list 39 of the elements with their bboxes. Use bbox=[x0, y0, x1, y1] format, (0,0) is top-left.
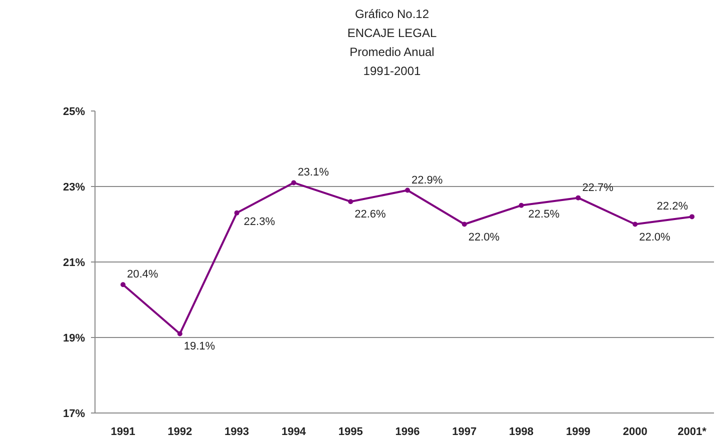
y-tick-label: 25% bbox=[62, 106, 86, 118]
y-tick-label: 21% bbox=[62, 257, 86, 269]
point bbox=[348, 199, 354, 204]
x-tick-label: 2000 bbox=[622, 426, 648, 438]
point bbox=[177, 331, 182, 336]
x-tick-label: 2001* bbox=[678, 426, 708, 438]
point bbox=[120, 282, 126, 288]
point bbox=[632, 222, 638, 227]
data-label: 22.2% bbox=[656, 200, 688, 213]
point bbox=[576, 195, 581, 200]
point bbox=[518, 202, 524, 208]
point bbox=[462, 222, 467, 227]
x-tick-label: 1992 bbox=[168, 426, 192, 438]
x-tick-label: 1991 bbox=[110, 426, 136, 438]
chart-title: Gráfico No.12 ENCAJE LEGAL Promedio Anual 1991-2001 bbox=[347, 7, 438, 78]
data-label: 22.5% bbox=[528, 208, 560, 220]
point bbox=[405, 188, 410, 193]
x-tick-label: 1999 bbox=[566, 426, 590, 438]
data-label: 22.7% bbox=[582, 182, 614, 194]
x-tick-label: 1994 bbox=[281, 426, 307, 438]
data-label: 22.0% bbox=[639, 231, 671, 244]
x-tick-label: 1995 bbox=[338, 426, 363, 438]
data-label: 22.3% bbox=[244, 216, 276, 228]
point bbox=[690, 214, 694, 220]
data-label: 22.9% bbox=[412, 174, 443, 186]
x-tick-label: 1997 bbox=[452, 426, 477, 438]
y-tick-label: 19% bbox=[62, 332, 86, 344]
data-label: 20.4% bbox=[127, 268, 158, 281]
data-label: 23.1% bbox=[298, 166, 330, 179]
point bbox=[234, 210, 240, 216]
data-label: 19.1% bbox=[184, 340, 216, 353]
x-tick-label: 1993 bbox=[224, 426, 250, 438]
data-label: 22.6% bbox=[354, 208, 386, 221]
x-tick-label: 1996 bbox=[395, 426, 420, 438]
x-tick-label: 1998 bbox=[509, 426, 534, 438]
y-tick-label: 17% bbox=[62, 408, 86, 420]
point bbox=[291, 180, 296, 186]
y-tick-label: 23% bbox=[62, 182, 86, 194]
data-label: 22.0% bbox=[468, 231, 500, 244]
